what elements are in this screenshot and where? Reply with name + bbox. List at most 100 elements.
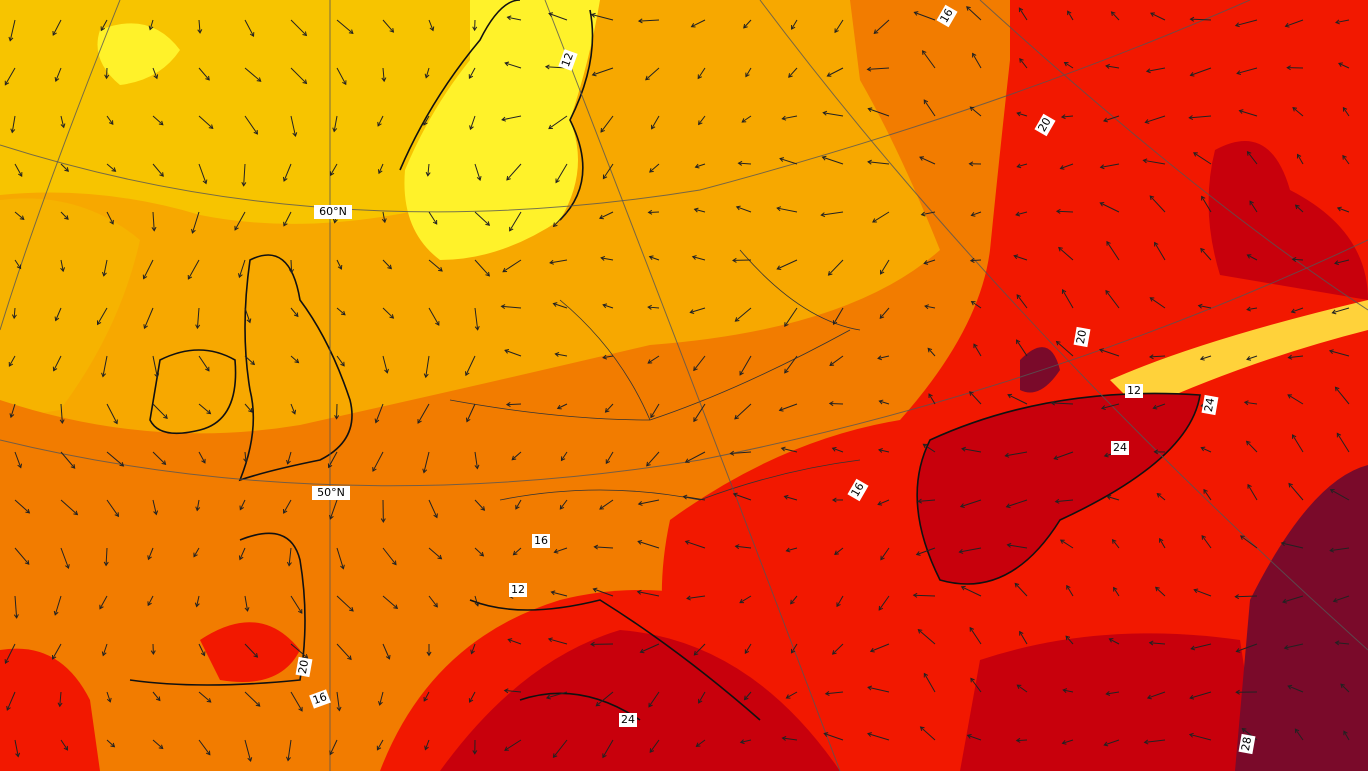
arrow-shaft bbox=[1103, 115, 1120, 122]
arrow-head bbox=[1247, 483, 1252, 489]
wind-arrow bbox=[1334, 640, 1350, 646]
arrow-head bbox=[1284, 22, 1290, 28]
arrow-shaft bbox=[149, 19, 154, 30]
wind-arrow bbox=[785, 691, 798, 699]
arrow-shaft bbox=[559, 499, 568, 510]
wind-arrow bbox=[1238, 109, 1258, 117]
wind-arrow bbox=[428, 595, 438, 608]
wind-arrow bbox=[637, 539, 660, 549]
arrow-shaft bbox=[832, 643, 844, 655]
arrow-head bbox=[1294, 728, 1300, 734]
wind-arrow bbox=[187, 259, 200, 280]
arrow-head bbox=[867, 732, 872, 737]
arrow-head bbox=[202, 179, 208, 185]
arrow-shaft bbox=[198, 691, 212, 703]
arrow-shaft bbox=[960, 499, 982, 508]
arrow-shaft bbox=[1287, 685, 1304, 693]
wind-arrow bbox=[1246, 306, 1258, 312]
arrow-head bbox=[1015, 737, 1021, 743]
wind-arrow bbox=[501, 115, 522, 122]
wind-arrow bbox=[1156, 493, 1166, 501]
arrow-shaft bbox=[923, 443, 936, 453]
arrow-head bbox=[153, 510, 159, 516]
wind-arrow bbox=[867, 685, 890, 693]
arrow-head bbox=[1291, 256, 1297, 262]
contour-label-text: 12 bbox=[559, 51, 576, 69]
field-red bbox=[0, 648, 100, 771]
arrow-shaft bbox=[879, 400, 890, 405]
wind-arrow bbox=[559, 499, 568, 510]
wind-arrow bbox=[336, 259, 343, 270]
arrow-shaft bbox=[691, 19, 706, 28]
wind-arrow bbox=[428, 499, 438, 519]
arrow-shaft bbox=[648, 306, 660, 309]
arrow-shaft bbox=[1334, 259, 1350, 264]
arrow-head bbox=[1246, 150, 1252, 156]
arrow-shaft bbox=[638, 19, 660, 22]
arrow-shaft bbox=[244, 643, 258, 658]
graticule-label: 50°N bbox=[312, 486, 350, 500]
wind-arrow bbox=[504, 349, 522, 357]
arrow-head bbox=[380, 518, 386, 523]
wind-arrow bbox=[147, 595, 154, 607]
arrow-shaft bbox=[336, 547, 344, 569]
arrow-head bbox=[735, 205, 741, 211]
wind-arrow bbox=[590, 641, 614, 647]
arrow-head bbox=[1153, 449, 1159, 455]
wind-arrow bbox=[57, 691, 63, 708]
arrow-head bbox=[474, 601, 480, 607]
arrow-shaft bbox=[1106, 241, 1120, 261]
arrow-head bbox=[1059, 165, 1065, 170]
wind-arrow bbox=[880, 547, 890, 561]
arrow-head bbox=[64, 167, 70, 172]
wind-arrow bbox=[237, 259, 246, 279]
arrow-head bbox=[17, 463, 23, 469]
wind-arrow bbox=[729, 450, 752, 456]
wind-arrow bbox=[1286, 65, 1304, 71]
wind-arrow bbox=[684, 451, 706, 463]
arrow-shaft bbox=[969, 627, 982, 645]
arrow-head bbox=[298, 609, 303, 614]
arrow-shaft bbox=[693, 643, 706, 656]
wind-arrow bbox=[428, 19, 435, 32]
arrow-shaft bbox=[513, 547, 522, 556]
arrow-shaft bbox=[745, 67, 752, 77]
arrow-shaft bbox=[867, 733, 890, 741]
arrow-shaft bbox=[1062, 739, 1074, 744]
wind-arrow bbox=[783, 494, 798, 501]
arrow-shaft bbox=[730, 451, 752, 455]
wind-arrow bbox=[336, 67, 347, 86]
field-dark-red bbox=[1208, 141, 1368, 300]
wind-arrow bbox=[147, 547, 154, 561]
arrow-shaft bbox=[336, 19, 354, 34]
arrow-shaft bbox=[244, 595, 249, 612]
arrow-head bbox=[783, 494, 789, 500]
wind-arrow bbox=[336, 547, 345, 570]
arrow-head bbox=[143, 324, 148, 330]
arrow-shaft bbox=[382, 211, 386, 223]
wind-arrow bbox=[423, 691, 430, 702]
arrow-head bbox=[349, 606, 354, 612]
arrow-shaft bbox=[1067, 10, 1074, 21]
contour-label-text: 16 bbox=[937, 6, 955, 25]
wind-arrow bbox=[469, 115, 476, 131]
arrow-head bbox=[1203, 488, 1208, 494]
wind-arrow bbox=[1331, 307, 1350, 315]
arrow-shaft bbox=[1342, 107, 1350, 117]
arrow-head bbox=[1246, 254, 1252, 259]
arrow-head bbox=[552, 222, 558, 228]
wind-arrow bbox=[1294, 728, 1304, 741]
wind-arrow bbox=[1201, 195, 1212, 213]
arrow-shaft bbox=[1060, 163, 1074, 169]
arrow-shaft bbox=[1051, 402, 1074, 405]
arrow-shaft bbox=[14, 547, 30, 565]
wind-arrow bbox=[1016, 111, 1028, 117]
arrow-head bbox=[100, 26, 106, 32]
wind-arrow bbox=[1235, 643, 1258, 653]
arrow-shaft bbox=[515, 499, 522, 510]
arrow-head bbox=[690, 23, 696, 28]
wind-arrow bbox=[382, 307, 395, 319]
wind-arrow bbox=[474, 211, 491, 226]
wind-arrow bbox=[1246, 355, 1258, 361]
